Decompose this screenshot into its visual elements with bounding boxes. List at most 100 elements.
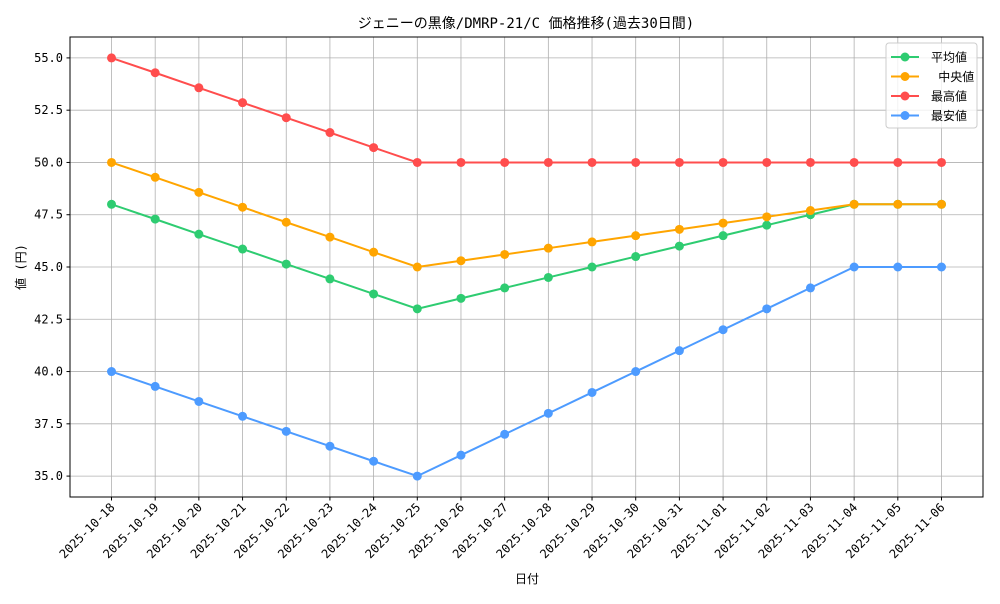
data-point bbox=[281, 259, 291, 269]
data-point bbox=[937, 262, 946, 272]
data-point bbox=[587, 387, 597, 397]
y-tick-label: 52.5 bbox=[34, 103, 63, 117]
data-point bbox=[500, 157, 510, 167]
y-axis-label: 値 (円) bbox=[13, 244, 28, 290]
data-point bbox=[762, 220, 772, 230]
data-point bbox=[805, 283, 815, 293]
data-point bbox=[674, 224, 684, 234]
data-point bbox=[631, 157, 641, 167]
data-point bbox=[805, 157, 815, 167]
legend-marker bbox=[900, 72, 910, 81]
data-point bbox=[281, 426, 291, 436]
data-point bbox=[412, 157, 422, 167]
chart-title: ジェニーの黒像/DMRP-21/C 価格推移(過去30日間) bbox=[358, 16, 694, 32]
x-axis-label: 日付 bbox=[515, 572, 539, 586]
data-point bbox=[849, 199, 859, 209]
data-point bbox=[893, 157, 903, 167]
legend-label: 中央値 bbox=[931, 69, 974, 84]
legend-label: 最高値 bbox=[931, 89, 967, 104]
y-tick-label: 37.5 bbox=[34, 417, 63, 431]
data-point bbox=[587, 157, 597, 167]
data-point bbox=[369, 247, 379, 257]
series-group bbox=[107, 53, 946, 481]
data-point bbox=[412, 471, 422, 481]
series-line bbox=[111, 161, 942, 269]
y-tick-label: 55.0 bbox=[34, 51, 63, 65]
data-point bbox=[674, 157, 684, 167]
series-3 bbox=[107, 262, 946, 481]
data-point bbox=[369, 143, 379, 153]
y-tick-label: 35.0 bbox=[34, 469, 63, 483]
data-point bbox=[150, 172, 160, 182]
series-2 bbox=[107, 53, 946, 167]
data-point bbox=[150, 68, 160, 78]
data-point bbox=[456, 157, 466, 167]
data-point bbox=[849, 157, 859, 167]
data-point bbox=[762, 212, 772, 222]
series-line bbox=[111, 56, 942, 164]
data-point bbox=[500, 283, 510, 293]
data-point bbox=[281, 113, 291, 123]
y-tick-label: 40.0 bbox=[34, 365, 63, 379]
series-line bbox=[111, 266, 942, 478]
data-point bbox=[238, 244, 248, 254]
data-point bbox=[456, 256, 466, 266]
x-axis: 2025-10-182025-10-192025-10-202025-10-21… bbox=[57, 497, 948, 561]
data-point bbox=[456, 293, 466, 303]
data-point bbox=[762, 304, 772, 314]
data-point bbox=[325, 441, 335, 451]
legend-marker bbox=[900, 111, 910, 120]
data-point bbox=[937, 199, 946, 209]
data-point bbox=[412, 304, 422, 314]
legend-marker bbox=[900, 91, 910, 101]
legend-marker bbox=[900, 52, 910, 62]
data-point bbox=[238, 411, 248, 421]
legend-label: 最安値 bbox=[931, 108, 967, 123]
data-point bbox=[194, 187, 204, 197]
data-point bbox=[674, 346, 684, 356]
data-point bbox=[631, 252, 641, 262]
y-tick-label: 45.0 bbox=[34, 260, 63, 274]
data-point bbox=[543, 272, 553, 282]
legend-frame bbox=[885, 42, 978, 129]
data-point bbox=[238, 98, 248, 108]
data-point bbox=[325, 232, 335, 242]
data-point bbox=[369, 456, 379, 466]
data-point bbox=[325, 128, 335, 138]
data-point bbox=[587, 237, 597, 247]
legend-label: 平均値 bbox=[931, 50, 967, 65]
y-tick-label: 47.5 bbox=[34, 208, 63, 222]
data-point bbox=[718, 325, 728, 335]
data-point bbox=[893, 262, 903, 272]
data-point bbox=[543, 243, 553, 253]
data-point bbox=[412, 262, 422, 272]
data-point bbox=[587, 262, 597, 272]
data-point bbox=[937, 157, 946, 167]
y-axis: 35.0 37.5 40.0 42.5 45.0 47.5 50.0 52.5 55.0 bbox=[34, 51, 70, 483]
data-point bbox=[325, 274, 335, 284]
data-point bbox=[194, 83, 204, 93]
y-tick-label: 42.5 bbox=[34, 312, 63, 326]
data-point bbox=[893, 199, 903, 209]
data-point bbox=[762, 157, 772, 167]
grid bbox=[70, 37, 983, 497]
y-tick-label: 50.0 bbox=[34, 155, 63, 169]
data-point bbox=[718, 157, 728, 167]
data-point bbox=[543, 157, 553, 167]
data-point bbox=[238, 202, 248, 212]
data-point bbox=[718, 231, 728, 241]
data-point bbox=[805, 206, 815, 216]
data-point bbox=[150, 214, 160, 224]
data-point bbox=[543, 408, 553, 418]
data-point bbox=[369, 289, 379, 299]
series-0 bbox=[107, 199, 946, 314]
data-point bbox=[849, 262, 859, 272]
series-1 bbox=[107, 157, 946, 272]
data-point bbox=[107, 199, 116, 209]
data-point bbox=[631, 231, 641, 241]
data-point bbox=[631, 367, 641, 377]
data-point bbox=[107, 367, 116, 377]
data-point bbox=[500, 429, 510, 439]
